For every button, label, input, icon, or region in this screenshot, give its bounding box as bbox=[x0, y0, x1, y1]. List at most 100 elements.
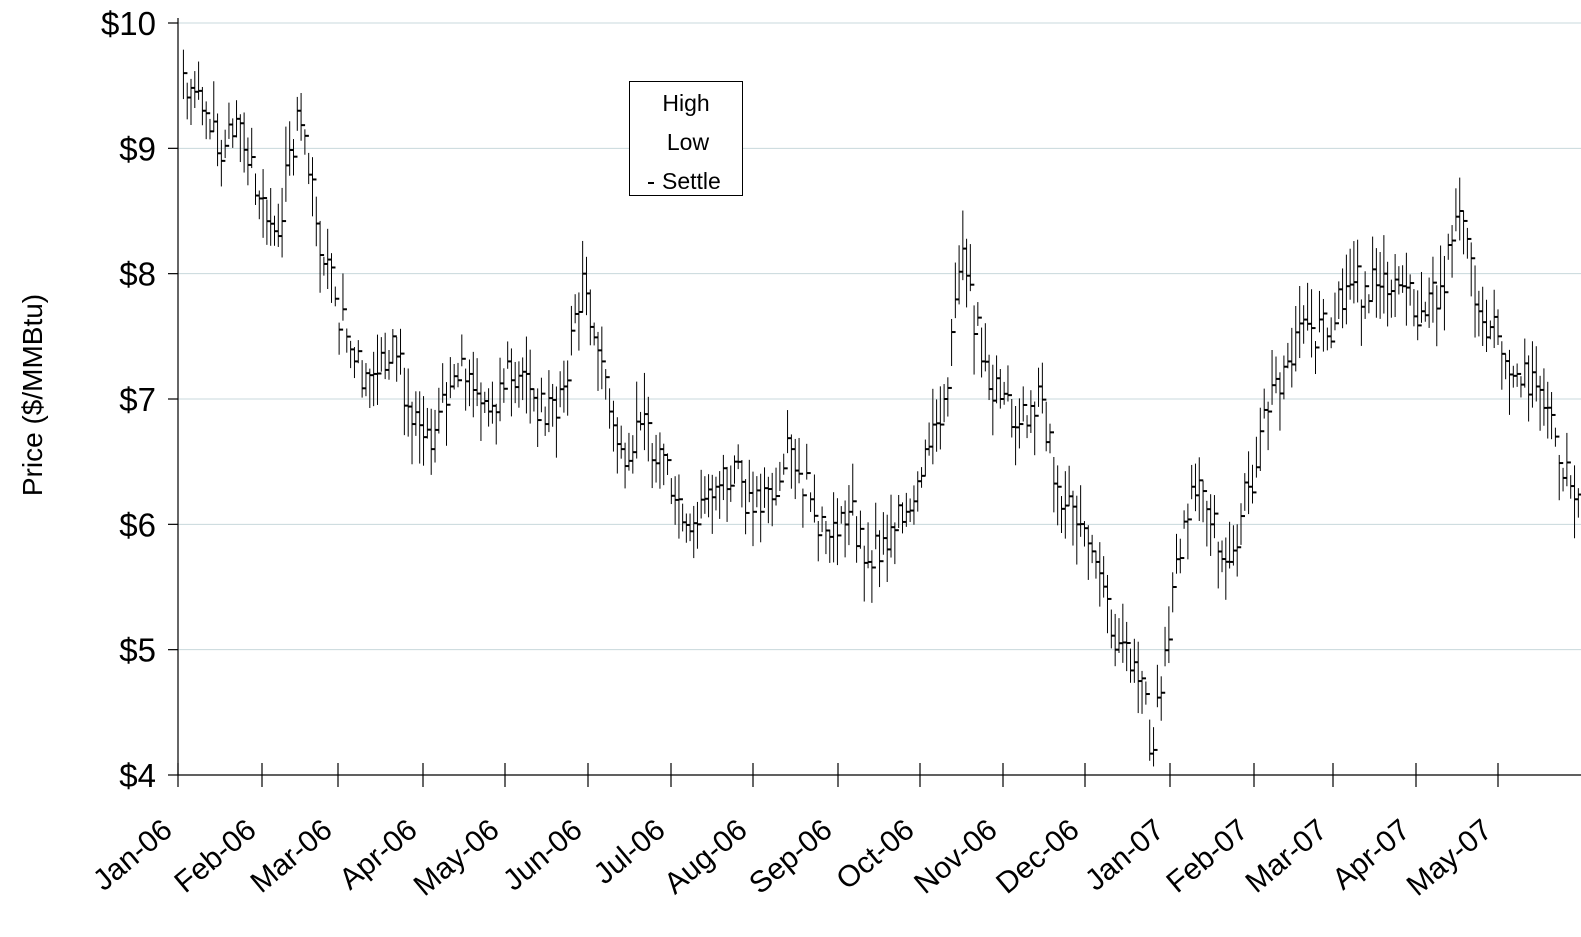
price-bar bbox=[419, 391, 424, 464]
price-bar bbox=[1106, 574, 1112, 634]
price-bar bbox=[813, 474, 819, 523]
price-bar bbox=[1307, 282, 1312, 331]
price-bar bbox=[396, 337, 401, 382]
price-bar bbox=[1409, 274, 1415, 306]
price-bar bbox=[1080, 485, 1085, 537]
x-tick-label: Sep-06 bbox=[743, 813, 838, 900]
price-bar bbox=[304, 129, 309, 155]
y-axis-title: Price ($/MMBtu) bbox=[17, 294, 48, 496]
price-bar bbox=[461, 334, 466, 367]
price-bar bbox=[821, 506, 827, 533]
price-bar bbox=[388, 349, 393, 380]
price-bar bbox=[540, 377, 546, 413]
price-bar bbox=[1368, 294, 1373, 314]
x-tick-label: Feb-06 bbox=[168, 813, 262, 899]
price-bar bbox=[1279, 372, 1284, 431]
price-bar bbox=[1311, 289, 1316, 358]
price-bar bbox=[589, 289, 595, 346]
x-tick-label: Jan-06 bbox=[87, 813, 178, 897]
price-bar bbox=[973, 305, 979, 375]
price-bar bbox=[1463, 210, 1468, 255]
price-bar bbox=[373, 351, 378, 407]
price-bar bbox=[745, 479, 750, 535]
price-bar bbox=[1251, 464, 1257, 504]
price-bar bbox=[951, 318, 956, 366]
price-bar bbox=[311, 157, 317, 217]
price-bar bbox=[537, 388, 542, 447]
price-bar bbox=[1303, 305, 1308, 344]
price-bar bbox=[338, 322, 344, 355]
price-bar bbox=[292, 139, 298, 176]
price-bar bbox=[1263, 388, 1269, 419]
price-bar bbox=[1357, 239, 1362, 303]
price-bar bbox=[767, 476, 773, 524]
x-tick-label: Mar-06 bbox=[244, 813, 338, 899]
legend-item-low: Low bbox=[630, 129, 744, 156]
price-bar bbox=[605, 369, 610, 400]
price-bar bbox=[319, 220, 325, 293]
price-bar bbox=[794, 438, 800, 500]
price-bar bbox=[651, 443, 657, 489]
x-tick-label: May-06 bbox=[408, 813, 506, 903]
price-bar bbox=[403, 367, 409, 436]
x-tick-label: Oct-06 bbox=[830, 813, 920, 896]
price-bar bbox=[628, 432, 633, 471]
price-bar bbox=[825, 520, 830, 555]
price-bar bbox=[1141, 670, 1147, 714]
price-bar bbox=[1198, 457, 1204, 521]
price-bar bbox=[760, 473, 765, 543]
price-bar bbox=[1554, 427, 1560, 447]
price-bar bbox=[1432, 256, 1437, 323]
price-bar bbox=[1275, 356, 1281, 394]
price-bar bbox=[1291, 327, 1296, 388]
price-bar bbox=[1126, 621, 1131, 672]
price-bar bbox=[1248, 451, 1253, 515]
price-bar bbox=[1087, 525, 1093, 580]
price-bar bbox=[415, 391, 420, 436]
price-bar bbox=[1271, 350, 1277, 405]
price-bar bbox=[871, 550, 876, 603]
price-bar bbox=[1168, 606, 1173, 664]
price-bar bbox=[1466, 227, 1472, 259]
price-bar bbox=[392, 329, 397, 364]
price-bar bbox=[1334, 292, 1339, 331]
price-bar bbox=[1318, 290, 1324, 333]
price-bar bbox=[446, 382, 451, 446]
price-bar bbox=[361, 360, 367, 398]
price-bar bbox=[939, 386, 945, 450]
price-bar bbox=[1145, 681, 1150, 705]
price-bar bbox=[1007, 365, 1012, 402]
price-bar bbox=[1022, 386, 1028, 422]
x-tick-label: Mar-07 bbox=[1239, 813, 1333, 899]
x-tick-label: Jun-06 bbox=[497, 813, 588, 897]
price-bar bbox=[667, 453, 672, 475]
price-bar bbox=[632, 435, 637, 474]
price-bar bbox=[1551, 392, 1556, 440]
price-bar bbox=[1057, 465, 1062, 526]
price-bar bbox=[1076, 495, 1081, 565]
price-bar bbox=[423, 396, 428, 466]
price-bar bbox=[836, 498, 842, 566]
x-tick-label: May-07 bbox=[1401, 813, 1499, 903]
price-bar bbox=[647, 396, 653, 462]
price-bar bbox=[1213, 495, 1219, 539]
price-bar bbox=[281, 187, 287, 258]
price-bar bbox=[1187, 503, 1192, 560]
price-bar bbox=[977, 302, 982, 326]
x-tick-label: Nov-06 bbox=[908, 813, 1003, 900]
price-bar bbox=[182, 49, 188, 100]
y-tick-label: $6 bbox=[119, 506, 156, 543]
y-tick-labels: $4 $5 $6 $7 $8 $9 $10 bbox=[101, 5, 156, 794]
price-bar bbox=[582, 240, 587, 313]
x-tick-label: Jul-06 bbox=[588, 813, 672, 891]
x-tick-label: Aug-06 bbox=[658, 813, 753, 900]
y-tick-label: $5 bbox=[119, 632, 156, 669]
price-bar bbox=[810, 492, 815, 512]
price-bar bbox=[1202, 480, 1208, 523]
price-bar bbox=[790, 434, 796, 489]
y-tick-label: $7 bbox=[119, 381, 156, 418]
price-bar bbox=[783, 453, 788, 475]
price-bar bbox=[376, 334, 382, 405]
price-bar bbox=[806, 443, 811, 480]
